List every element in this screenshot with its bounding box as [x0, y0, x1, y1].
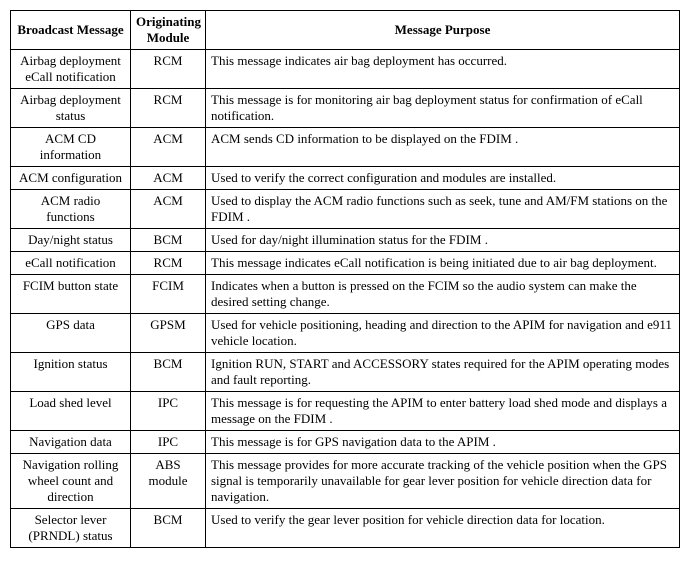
cell-broadcast-message: Selector lever (PRNDL) status: [11, 509, 131, 548]
cell-broadcast-message: Load shed level: [11, 392, 131, 431]
col-header-broadcast-message: Broadcast Message: [11, 11, 131, 50]
cell-message-purpose: This message indicates eCall notificatio…: [206, 252, 680, 275]
cell-message-purpose: Used to display the ACM radio functions …: [206, 190, 680, 229]
cell-broadcast-message: ACM radio functions: [11, 190, 131, 229]
cell-originating-module: BCM: [131, 229, 206, 252]
table-row: eCall notificationRCMThis message indica…: [11, 252, 680, 275]
cell-originating-module: ACM: [131, 167, 206, 190]
cell-broadcast-message: Navigation data: [11, 431, 131, 454]
table-row: Navigation rolling wheel count and direc…: [11, 454, 680, 509]
table-row: Navigation dataIPCThis message is for GP…: [11, 431, 680, 454]
table-row: Load shed levelIPCThis message is for re…: [11, 392, 680, 431]
cell-originating-module: ACM: [131, 190, 206, 229]
cell-originating-module: RCM: [131, 50, 206, 89]
cell-originating-module: IPC: [131, 431, 206, 454]
cell-message-purpose: Used for vehicle positioning, heading an…: [206, 314, 680, 353]
cell-message-purpose: Used for day/night illumination status f…: [206, 229, 680, 252]
cell-originating-module: RCM: [131, 89, 206, 128]
cell-message-purpose: This message indicates air bag deploymen…: [206, 50, 680, 89]
table-row: FCIM button stateFCIMIndicates when a bu…: [11, 275, 680, 314]
cell-broadcast-message: GPS data: [11, 314, 131, 353]
table-row: Airbag deployment statusRCMThis message …: [11, 89, 680, 128]
cell-broadcast-message: ACM CD information: [11, 128, 131, 167]
cell-broadcast-message: FCIM button state: [11, 275, 131, 314]
table-row: ACM configurationACMUsed to verify the c…: [11, 167, 680, 190]
broadcast-message-table: Broadcast Message Originating Module Mes…: [10, 10, 680, 548]
cell-broadcast-message: ACM configuration: [11, 167, 131, 190]
cell-originating-module: BCM: [131, 509, 206, 548]
cell-message-purpose: Used to verify the correct configuration…: [206, 167, 680, 190]
cell-broadcast-message: Ignition status: [11, 353, 131, 392]
table-row: GPS dataGPSMUsed for vehicle positioning…: [11, 314, 680, 353]
table-row: ACM CD informationACMACM sends CD inform…: [11, 128, 680, 167]
col-header-message-purpose: Message Purpose: [206, 11, 680, 50]
cell-message-purpose: This message is for requesting the APIM …: [206, 392, 680, 431]
cell-message-purpose: This message is for monitoring air bag d…: [206, 89, 680, 128]
cell-broadcast-message: Airbag deployment eCall notification: [11, 50, 131, 89]
table-row: Day/night statusBCMUsed for day/night il…: [11, 229, 680, 252]
cell-originating-module: FCIM: [131, 275, 206, 314]
cell-message-purpose: Ignition RUN, START and ACCESSORY states…: [206, 353, 680, 392]
cell-message-purpose: ACM sends CD information to be displayed…: [206, 128, 680, 167]
cell-originating-module: BCM: [131, 353, 206, 392]
cell-originating-module: ABS module: [131, 454, 206, 509]
cell-originating-module: RCM: [131, 252, 206, 275]
table-row: Selector lever (PRNDL) statusBCMUsed to …: [11, 509, 680, 548]
cell-broadcast-message: eCall notification: [11, 252, 131, 275]
table-row: Airbag deployment eCall notificationRCMT…: [11, 50, 680, 89]
cell-originating-module: IPC: [131, 392, 206, 431]
cell-broadcast-message: Airbag deployment status: [11, 89, 131, 128]
cell-message-purpose: This message provides for more accurate …: [206, 454, 680, 509]
cell-broadcast-message: Navigation rolling wheel count and direc…: [11, 454, 131, 509]
col-header-originating-module: Originating Module: [131, 11, 206, 50]
table-row: ACM radio functionsACMUsed to display th…: [11, 190, 680, 229]
cell-message-purpose: Indicates when a button is pressed on th…: [206, 275, 680, 314]
table-row: Ignition statusBCMIgnition RUN, START an…: [11, 353, 680, 392]
cell-originating-module: ACM: [131, 128, 206, 167]
cell-message-purpose: This message is for GPS navigation data …: [206, 431, 680, 454]
cell-originating-module: GPSM: [131, 314, 206, 353]
cell-broadcast-message: Day/night status: [11, 229, 131, 252]
cell-message-purpose: Used to verify the gear lever position f…: [206, 509, 680, 548]
table-header-row: Broadcast Message Originating Module Mes…: [11, 11, 680, 50]
